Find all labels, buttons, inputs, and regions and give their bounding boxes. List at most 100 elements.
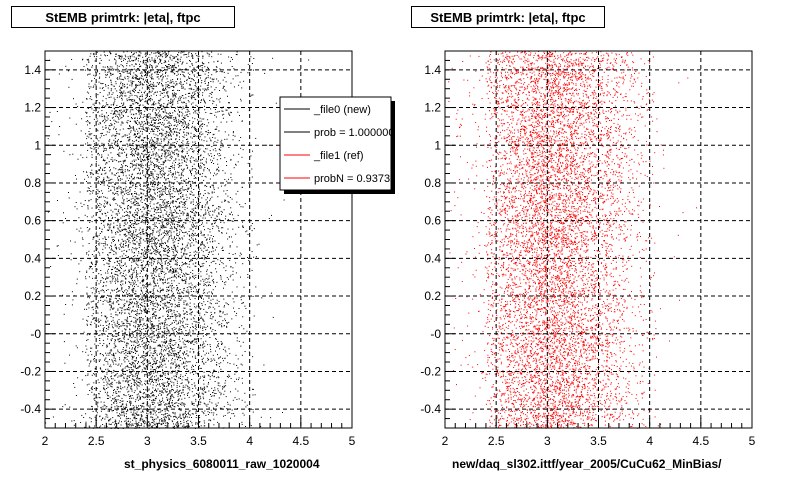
data-point: [148, 422, 150, 423]
data-point: [133, 134, 135, 136]
data-point: [173, 384, 175, 386]
data-point: [166, 403, 168, 405]
data-point: [130, 154, 132, 155]
data-point: [172, 292, 174, 294]
data-point: [128, 72, 130, 74]
data-point: [161, 192, 163, 194]
data-point: [168, 180, 170, 182]
data-point: [122, 387, 124, 389]
data-point: [104, 147, 106, 149]
data-point: [232, 214, 233, 216]
data-point: [140, 269, 142, 271]
data-point: [146, 328, 147, 330]
data-point: [110, 349, 112, 351]
data-point: [124, 169, 126, 171]
data-point: [150, 86, 152, 88]
data-point: [88, 92, 90, 94]
data-point: [182, 206, 184, 208]
data-point: [117, 231, 119, 233]
data-point: [160, 352, 162, 354]
data-point: [114, 159, 116, 161]
data-point: [159, 392, 161, 394]
data-point: [155, 85, 157, 87]
data-point: [224, 157, 226, 159]
data-point: [220, 356, 221, 358]
data-point: [156, 82, 158, 84]
data-point: [251, 223, 253, 224]
data-point: [135, 420, 137, 422]
data-point: [158, 323, 160, 325]
data-point: [68, 70, 69, 72]
data-point: [224, 358, 226, 359]
data-point: [222, 170, 224, 172]
data-point: [178, 239, 180, 241]
data-point: [169, 335, 171, 337]
data-point: [166, 115, 168, 117]
data-point: [182, 425, 184, 427]
data-point: [62, 294, 64, 296]
data-point: [141, 415, 143, 417]
data-point: [140, 99, 142, 101]
data-point: [153, 281, 155, 283]
data-point: [206, 84, 208, 86]
data-point: [140, 220, 142, 222]
data-point: [145, 389, 147, 391]
data-point: [182, 247, 184, 249]
data-point: [162, 207, 164, 208]
data-point: [91, 315, 93, 317]
data-point: [148, 300, 150, 302]
data-point: [85, 278, 87, 280]
data-point: [182, 113, 184, 115]
data-point: [128, 360, 130, 362]
data-point: [184, 156, 186, 158]
data-point: [198, 112, 200, 114]
data-point: [132, 99, 134, 101]
data-point: [146, 282, 147, 284]
data-point: [146, 147, 148, 149]
data-point: [131, 385, 133, 387]
data-point: [153, 270, 155, 272]
data-point: [138, 259, 140, 261]
data-point: [179, 188, 181, 190]
data-point: [128, 227, 130, 229]
data-point: [145, 147, 147, 149]
data-point: [183, 159, 185, 161]
data-point: [177, 306, 179, 308]
data-point: [185, 93, 187, 95]
data-point: [181, 382, 183, 384]
data-point: [190, 342, 192, 344]
data-point: [126, 292, 127, 294]
data-point: [204, 229, 205, 231]
data-point: [171, 196, 173, 198]
data-point: [159, 94, 161, 96]
data-point: [148, 341, 150, 343]
data-point: [185, 179, 187, 180]
data-point: [173, 172, 175, 174]
data-point: [208, 390, 210, 392]
data-point: [216, 169, 218, 171]
data-point: [190, 96, 192, 98]
data-point: [117, 288, 118, 290]
data-point: [157, 189, 158, 191]
data-point: [153, 228, 155, 230]
data-point: [148, 116, 149, 118]
data-point: [152, 316, 154, 318]
data-point: [132, 419, 134, 421]
data-point: [208, 375, 210, 377]
data-point: [171, 288, 173, 290]
data-point: [93, 104, 95, 106]
data-point: [96, 170, 98, 172]
data-point: [118, 326, 120, 328]
data-point: [166, 341, 167, 343]
data-point: [139, 89, 141, 91]
data-point: [199, 117, 201, 119]
data-point: [129, 293, 130, 295]
data-point: [166, 104, 168, 106]
data-point: [129, 396, 131, 397]
data-point: [129, 230, 131, 232]
data-point: [107, 87, 109, 89]
data-point: [153, 168, 155, 170]
data-point: [141, 267, 143, 269]
data-point: [202, 63, 204, 65]
data-point: [195, 158, 197, 160]
